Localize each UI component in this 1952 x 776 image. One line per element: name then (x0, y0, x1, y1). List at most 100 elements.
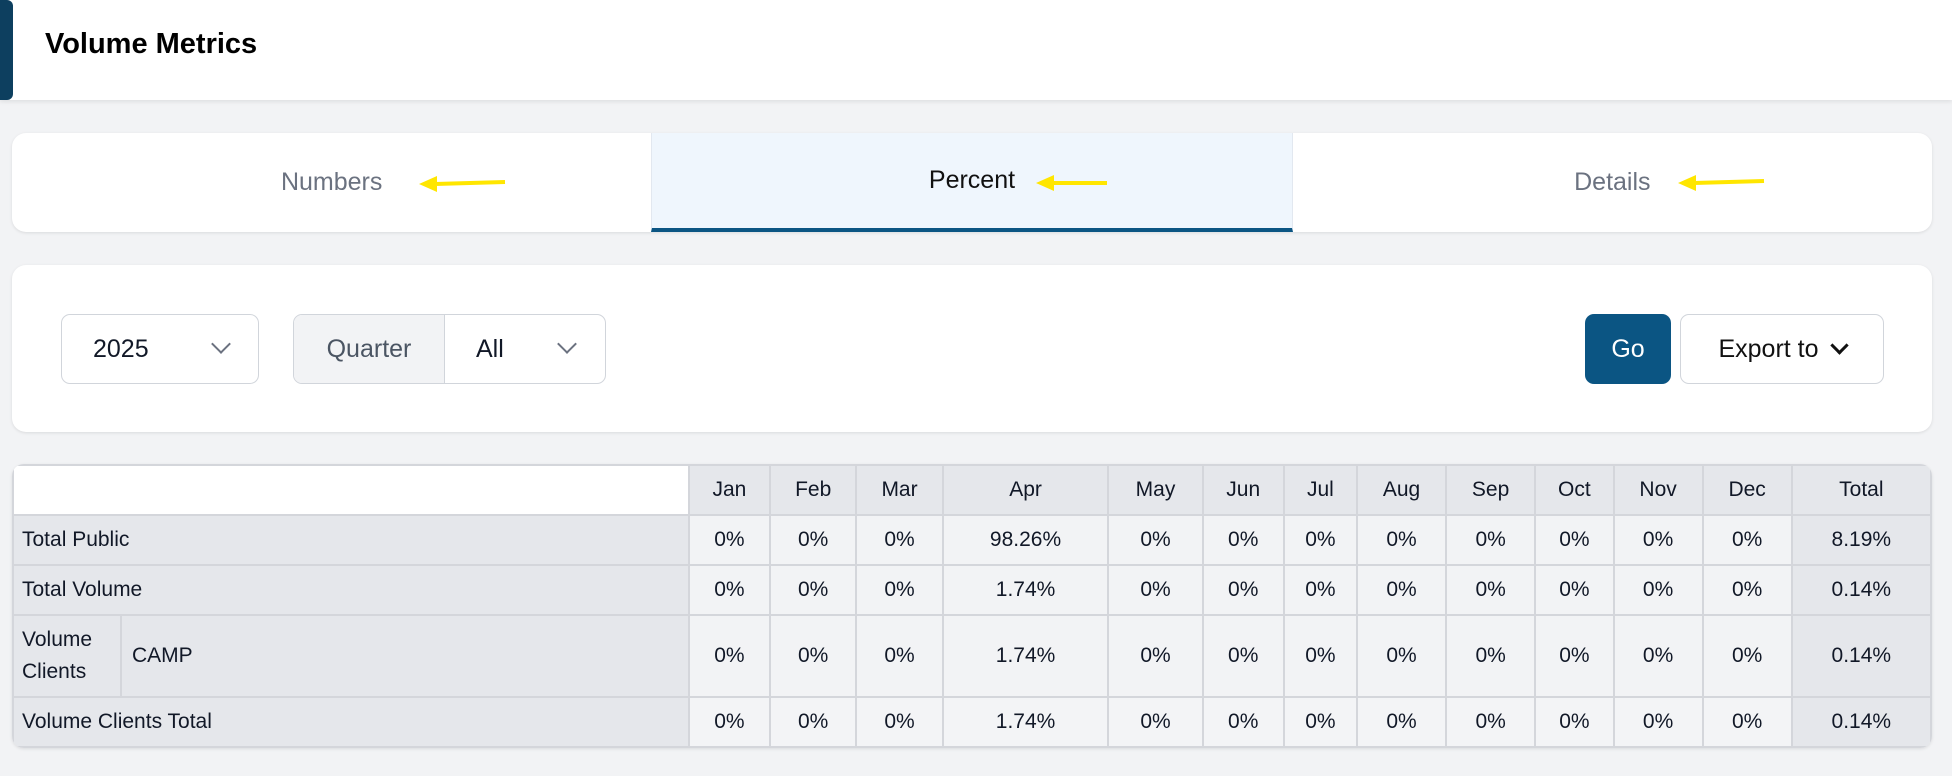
table-cell: 0% (855, 564, 944, 616)
row-group-label: Volume Clients (12, 614, 122, 698)
table-cell: 0% (1612, 696, 1704, 748)
quarter-select[interactable]: Quarter All (293, 314, 606, 384)
chevron-down-icon (557, 334, 577, 354)
table-cell: 0% (1534, 514, 1615, 566)
table-cell: 0% (768, 696, 858, 748)
tab-details[interactable]: Details (1293, 133, 1932, 232)
column-header: Jan (687, 464, 771, 516)
table-cell: 0% (687, 696, 771, 748)
table-cell: 0% (1445, 696, 1537, 748)
chevron-down-icon (1829, 335, 1849, 355)
column-header: Oct (1534, 464, 1615, 516)
table-cell: 1.74% (941, 696, 1110, 748)
table-cell: 0% (1282, 696, 1359, 748)
table-cell: 0% (1355, 696, 1448, 748)
table-cell: 0% (1445, 514, 1537, 566)
table-cell: 0% (687, 564, 771, 616)
tab-numbers[interactable]: Numbers (12, 133, 651, 232)
tab-label: Numbers (280, 168, 383, 196)
table-cell: 0% (1107, 564, 1204, 616)
table-cell: 0% (768, 514, 858, 566)
filter-panel: 2025 Quarter All Go Export to (12, 265, 1932, 432)
table-cell: 0% (1355, 614, 1448, 698)
table-cell: 0% (1201, 614, 1285, 698)
table-cell: 1.74% (941, 614, 1110, 698)
table-cell: 0% (1201, 514, 1285, 566)
table-cell: 0% (1282, 614, 1359, 698)
table-cell: 0% (1701, 614, 1793, 698)
column-header: Dec (1701, 464, 1793, 516)
column-header: Mar (855, 464, 944, 516)
table-cell: 0% (768, 564, 858, 616)
table-cell: 0% (1355, 564, 1448, 616)
percent-table: Jan Feb Mar Apr May Jun Jul Aug Sep Oct Nov Dec Tota… (12, 464, 1932, 748)
column-header: Nov (1612, 464, 1704, 516)
table-row: Volume Clients Total 0% 0% 0% 1.74% 0% 0% 0% 0% 0… (12, 696, 1932, 748)
table-cell: 0% (1201, 696, 1285, 748)
table-cell: 8.19% (1790, 514, 1932, 566)
table-cell: 0% (855, 614, 944, 698)
quarter-value: All (476, 334, 504, 363)
column-header: Apr (941, 464, 1110, 516)
row-label: Volume Clients Total (12, 696, 690, 748)
column-header: May (1107, 464, 1204, 516)
column-header: Jul (1282, 464, 1359, 516)
table-cell: 0% (687, 514, 771, 566)
table-row: Volume Clients CAMP 0% 0% 0% 1.74% 0% 0% 0% 0% 0% 0… (12, 614, 1932, 698)
corner-cell (12, 464, 690, 516)
chevron-down-icon (211, 334, 231, 354)
table-cell: 0% (1701, 514, 1793, 566)
row-label: CAMP (120, 614, 690, 698)
table-cell: 0% (1534, 564, 1615, 616)
column-header: Jun (1201, 464, 1285, 516)
table-cell: 0% (1107, 614, 1204, 698)
column-header: Sep (1445, 464, 1537, 516)
table-cell: 0% (1201, 564, 1285, 616)
table-cell: 0% (1107, 696, 1204, 748)
page-title: Volume Metrics (45, 28, 258, 60)
column-header: Total (1790, 464, 1932, 516)
tab-label: Details (1574, 168, 1651, 196)
table-cell: 0% (687, 614, 771, 698)
export-label: Export to (1718, 334, 1819, 363)
table-cell: 0% (1107, 514, 1204, 566)
row-label: Total Public (12, 514, 690, 566)
table-cell: 0% (1534, 614, 1615, 698)
column-header: Aug (1355, 464, 1448, 516)
table-cell: 0% (1282, 514, 1359, 566)
year-select[interactable]: 2025 (61, 314, 259, 384)
annotation-arrow-icon (419, 176, 506, 192)
table-row: Total Public 0% 0% 0% 98.26% 0% 0% 0% 0% 0% 0% 0% 0%… (12, 514, 1932, 566)
table-cell: 0% (1701, 564, 1793, 616)
table-cell: 98.26% (941, 514, 1110, 566)
tab-percent[interactable]: Percent (651, 133, 1293, 232)
table-cell: 1.74% (941, 564, 1110, 616)
table-cell: 0% (1355, 514, 1448, 566)
column-header: Feb (768, 464, 858, 516)
sidebar-toggle[interactable] (0, 0, 13, 100)
tab-label: Percent (928, 166, 1016, 194)
quarter-label: Quarter (294, 315, 445, 383)
table-cell: 0% (855, 514, 944, 566)
annotation-arrow-icon (1036, 175, 1108, 191)
export-button[interactable]: Export to (1680, 314, 1884, 384)
table-cell: 0.14% (1790, 564, 1932, 616)
table-cell: 0% (1445, 564, 1537, 616)
table-cell: 0.14% (1790, 614, 1932, 698)
table-cell: 0.14% (1790, 696, 1932, 748)
table-cell: 0% (1612, 564, 1704, 616)
table-row: Total Volume 0% 0% 0% 1.74% 0% 0% 0% 0% 0% 0% 0% 0% 0… (12, 564, 1932, 616)
page-header: Volume Metrics (0, 0, 1952, 100)
table-cell: 0% (855, 696, 944, 748)
go-button[interactable]: Go (1585, 314, 1671, 384)
table-cell: 0% (768, 614, 858, 698)
table-cell: 0% (1612, 514, 1704, 566)
table-cell: 0% (1534, 696, 1615, 748)
table-cell: 0% (1701, 696, 1793, 748)
row-label: Total Volume (12, 564, 690, 616)
year-value: 2025 (93, 334, 149, 363)
table-cell: 0% (1612, 614, 1704, 698)
annotation-arrow-icon (1677, 175, 1764, 191)
table-cell: 0% (1445, 614, 1537, 698)
view-tabs: Numbers Percent Details (12, 133, 1932, 232)
